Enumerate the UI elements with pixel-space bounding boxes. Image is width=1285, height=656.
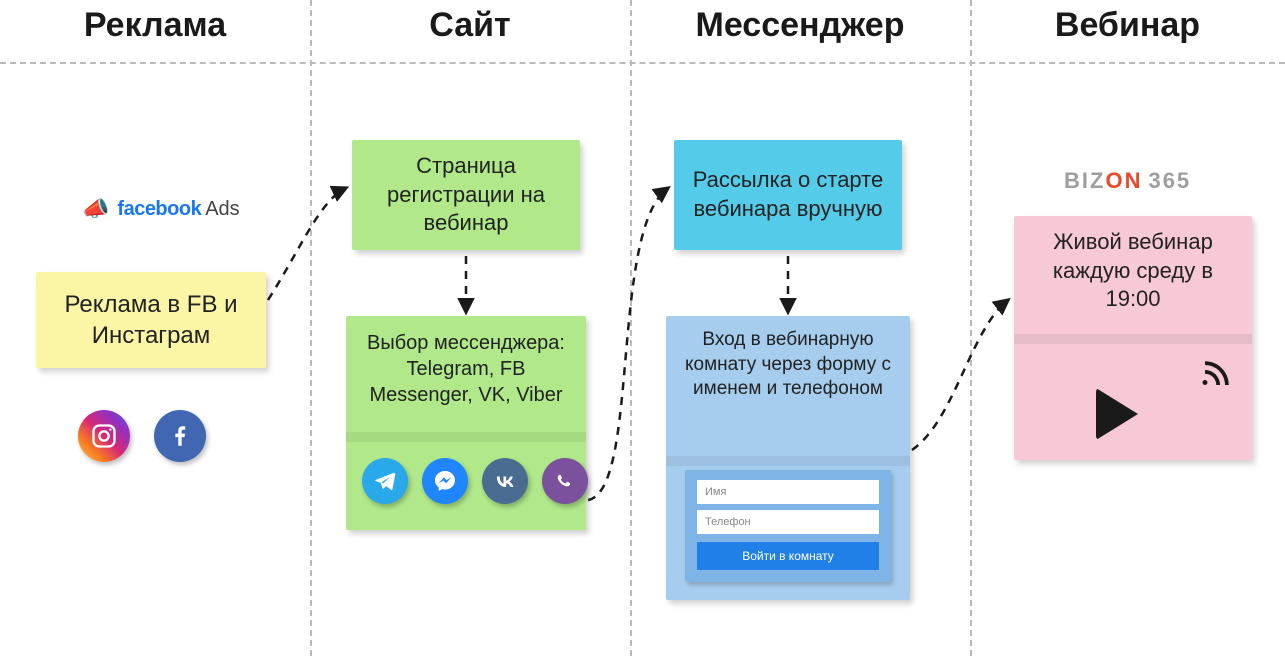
telegram-icon: [362, 458, 408, 504]
card-webinar-text: Живой вебинар каждую среду в 19:00: [1028, 228, 1238, 314]
col-divider-2: [630, 0, 632, 656]
col-divider-3: [970, 0, 972, 656]
facebook-ads-label: 📣 facebook Ads: [82, 196, 240, 222]
bizon365-logo: BIZON365: [1064, 168, 1191, 194]
card-enter-room-text: Вход в вебинарную комнату через форму с …: [680, 328, 896, 402]
vk-icon: [482, 458, 528, 504]
instagram-icon: [78, 410, 130, 462]
col-header-2: Сайт: [310, 6, 630, 45]
messenger-icons-row: [362, 458, 588, 504]
login-enter-button: Войти в комнату: [697, 542, 879, 570]
col-header-3: Мессенджер: [630, 6, 970, 45]
ads-word: Ads: [205, 198, 239, 221]
arrow-enter-to-web: [912, 300, 1008, 450]
card-ad-text: Реклама в FB и Инстаграм: [50, 289, 252, 351]
webinar-media-icons: [1096, 388, 1138, 440]
facebook-word: facebook: [117, 198, 201, 221]
card-broadcast-text: Рассылка о старте вебинара вручную: [688, 166, 888, 223]
messenger-icon: [422, 458, 468, 504]
arrow-msg-to-bcast: [588, 188, 668, 500]
col-header-4: Вебинар: [970, 6, 1285, 45]
login-name-field: Имя: [697, 480, 879, 504]
rss-icon: [1200, 360, 1230, 397]
viber-icon: [542, 458, 588, 504]
col-divider-1: [310, 0, 312, 656]
card-ad: Реклама в FB и Инстаграм: [36, 272, 266, 368]
login-phone-field: Телефон: [697, 510, 879, 534]
social-icons-row: [78, 410, 206, 462]
diagram-stage: Реклама Сайт Мессенджер Вебинар 📣 facebo…: [0, 0, 1285, 656]
col-header-1: Реклама: [0, 6, 310, 45]
megaphone-icon: 📣: [82, 196, 109, 222]
card-registration: Страница регистрации на вебинар: [352, 140, 580, 250]
card-registration-text: Страница регистрации на вебинар: [366, 152, 566, 238]
login-form-mock: Имя Телефон Войти в комнату: [685, 470, 891, 582]
header-underline: [0, 62, 1285, 64]
arrow-ad-to-reg: [268, 188, 346, 300]
bizon-part1: BIZ: [1064, 168, 1105, 193]
facebook-icon: [154, 410, 206, 462]
play-icon: [1096, 388, 1138, 440]
bizon-part2: ON: [1105, 168, 1142, 193]
bizon-part3: 365: [1148, 168, 1191, 193]
card-broadcast: Рассылка о старте вебинара вручную: [674, 140, 902, 250]
card-messenger-select-text: Выбор мессенджера: Telegram, FB Messenge…: [360, 330, 572, 408]
